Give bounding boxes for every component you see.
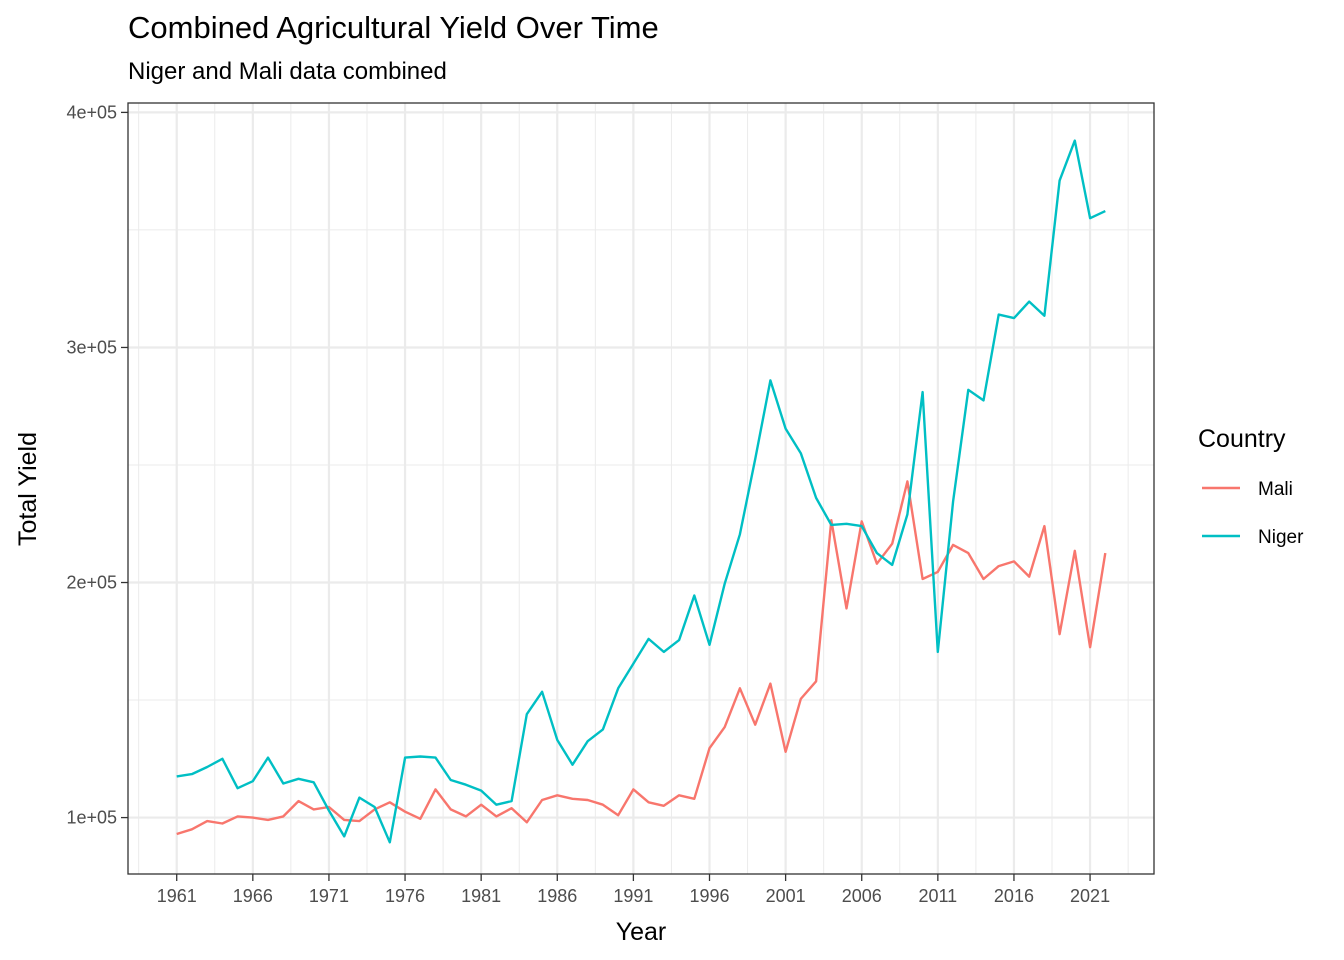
y-tick-label: 4e+05 (66, 102, 117, 122)
x-tick-label: 1996 (689, 886, 729, 906)
minor-grid (128, 103, 1154, 874)
x-tick-label: 1986 (537, 886, 577, 906)
legend-label-niger: Niger (1258, 527, 1304, 548)
series-lines (176, 139, 1107, 844)
axis-ticks (121, 111, 1091, 881)
chart-subtitle: Niger and Mali data combined (128, 58, 447, 85)
x-tick-label: 1961 (157, 886, 197, 906)
x-tick-label: 1981 (461, 886, 501, 906)
plot-panel-background (128, 103, 1154, 874)
x-axis-tick-labels: 1961 1966 1971 1976 1981 1986 1991 1996 2001 2006… (157, 886, 1110, 906)
y-tick-label: 3e+05 (66, 337, 117, 357)
y-tick-label: 2e+05 (66, 573, 117, 593)
y-tick-label: 1e+05 (66, 808, 117, 828)
plot-panel-border (127, 102, 1155, 875)
x-tick-label: 1976 (385, 886, 425, 906)
x-tick-label: 1991 (613, 886, 653, 906)
y-axis-title: Total Yield (14, 432, 42, 546)
x-axis-title: Year (616, 918, 667, 946)
x-tick-label: 2016 (994, 886, 1034, 906)
x-tick-label: 1971 (309, 886, 349, 906)
series-line-mali (176, 480, 1107, 836)
major-grid (128, 103, 1154, 874)
legend-title: Country (1198, 425, 1286, 453)
y-axis-tick-labels: 1e+05 2e+05 3e+05 4e+05 (66, 102, 117, 827)
series-line-niger (176, 139, 1106, 844)
x-tick-label: 2021 (1070, 886, 1110, 906)
chart-title: Combined Agricultural Yield Over Time (128, 10, 659, 45)
legend-items: Mali Niger (1202, 479, 1304, 548)
x-tick-label: 2011 (918, 886, 957, 906)
x-tick-label: 1966 (233, 886, 273, 906)
legend-label-mali: Mali (1258, 479, 1293, 500)
x-tick-label: 2006 (842, 886, 882, 906)
legend: Country Mali Niger (1198, 425, 1304, 548)
x-tick-label: 2001 (766, 886, 806, 906)
